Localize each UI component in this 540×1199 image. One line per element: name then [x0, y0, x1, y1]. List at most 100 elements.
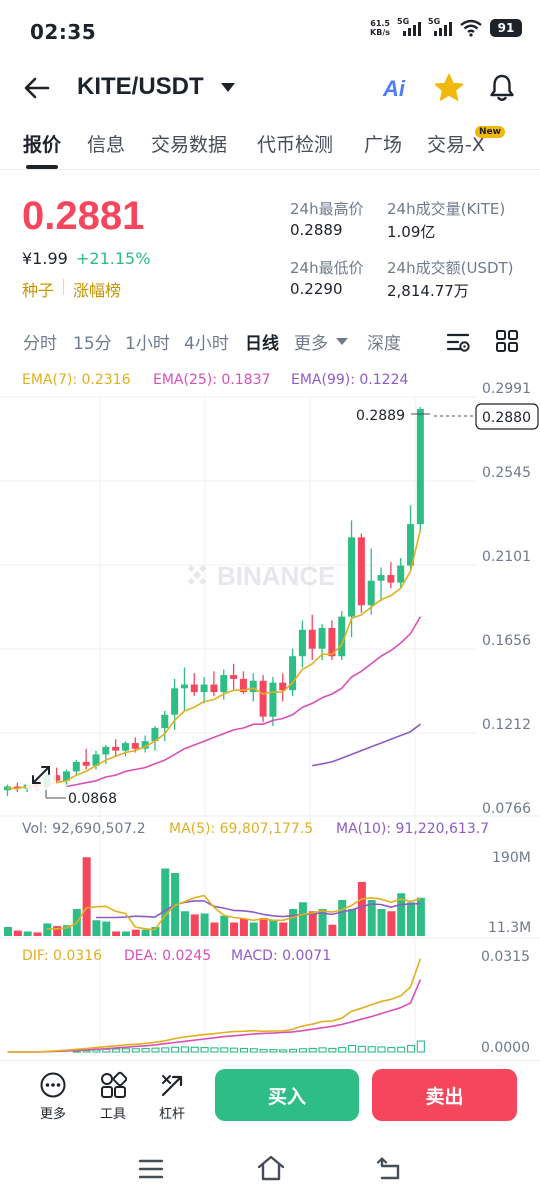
bell-icon[interactable] — [486, 72, 518, 104]
candle-body — [220, 675, 228, 693]
layout-grid-icon[interactable] — [495, 329, 519, 353]
sell-button[interactable]: 卖出 — [372, 1069, 517, 1121]
candle-body — [141, 741, 149, 749]
price-change-percent: +21.15% — [76, 249, 151, 268]
volume-bar — [210, 922, 219, 936]
interval-1h[interactable]: 1小时 — [125, 334, 170, 354]
new-badge: New — [475, 126, 505, 138]
candle-body — [298, 629, 306, 657]
more-dropdown-icon[interactable] — [336, 338, 348, 346]
volume-bar — [220, 915, 229, 936]
volume-bar — [328, 924, 337, 936]
macd-histogram-bar — [210, 1047, 219, 1053]
expand-icon — [32, 766, 50, 784]
interval-more[interactable]: 更多 — [294, 334, 328, 354]
interval-time-share[interactable]: 分时 — [23, 334, 57, 354]
candle-body — [308, 629, 316, 649]
candle-body — [367, 580, 375, 606]
recent-apps-icon[interactable] — [138, 1158, 164, 1180]
candle-body — [230, 675, 238, 679]
volume-bar — [112, 931, 121, 936]
tab-trading-data[interactable]: 交易数据 — [151, 134, 228, 156]
price-axis: 0.2991 0.2545 0.2101 0.1656 0.1212 0.076… — [482, 381, 531, 817]
ema99-label: EMA(99): 0.1224 — [291, 372, 408, 388]
macd-histogram-bar — [269, 1049, 278, 1053]
volume-ma10-line — [96, 900, 421, 919]
volume-bar — [289, 909, 298, 936]
interval-depth[interactable]: 深度 — [367, 334, 401, 354]
candle-body — [200, 684, 208, 693]
more-button[interactable]: 更多 — [28, 1071, 78, 1122]
favorite-star-icon[interactable] — [433, 72, 465, 104]
volume-bar — [161, 868, 170, 936]
candle-body — [407, 524, 415, 566]
ema25-line — [66, 616, 422, 788]
candle-body — [387, 575, 395, 583]
tab-info[interactable]: 信息 — [87, 134, 126, 156]
interval-1d[interactable]: 日线 — [245, 334, 279, 354]
home-icon[interactable] — [256, 1154, 286, 1182]
candle-body — [131, 743, 139, 749]
volume-bar — [416, 897, 425, 936]
dif-line — [7, 958, 422, 1053]
kline-chart[interactable]: BINANCE EMA(7): 0.2316 EMA(25): 0.1837 E… — [0, 362, 540, 1058]
interval-4h[interactable]: 4小时 — [184, 334, 229, 354]
tab-quote[interactable]: 报价 — [23, 134, 62, 156]
chart-grid — [0, 396, 476, 1052]
chart-settings-icon[interactable] — [446, 330, 472, 354]
buy-button[interactable]: 买入 — [215, 1069, 359, 1121]
volume-bar — [151, 927, 160, 936]
pair-title[interactable]: KITE/USDT — [77, 73, 204, 100]
macd-histogram-bar — [416, 1040, 425, 1053]
leverage-button[interactable]: 杠杆 — [147, 1071, 197, 1122]
tag-top-gainers[interactable]: 涨幅榜 — [73, 281, 122, 300]
tab-trade-x[interactable]: 交易-X — [427, 134, 485, 156]
macd-histogram-bar — [131, 1048, 140, 1053]
pair-dropdown-icon[interactable] — [220, 82, 236, 94]
system-navigation-bar — [0, 1140, 540, 1199]
candle-body — [279, 682, 287, 691]
volume-coin-label: 24h成交量(KITE) — [387, 200, 506, 218]
volume-ma5-line — [46, 894, 421, 931]
interval-15m[interactable]: 15分 — [73, 334, 112, 354]
macd-histogram-bar — [151, 1047, 160, 1053]
volume-ma5-label: MA(5): 69,807,177.5 — [169, 821, 313, 837]
volume-usdt-value: 2,814.77万 — [387, 282, 469, 300]
tools-button[interactable]: 工具 — [88, 1071, 138, 1122]
tag-seed[interactable]: 种子 — [22, 281, 55, 300]
tab-token-check[interactable]: 代币检测 — [257, 134, 334, 156]
candle-body — [377, 575, 385, 581]
ai-assistant-icon[interactable]: Ai — [383, 76, 405, 101]
candle-body — [357, 537, 365, 606]
candle-body — [112, 746, 120, 751]
price-axis-tick: 0.1656 — [482, 633, 531, 649]
candle-body — [171, 688, 179, 715]
macd-histogram-bar — [190, 1046, 199, 1053]
volume-bar — [239, 918, 248, 936]
tab-square[interactable]: 广场 — [364, 134, 403, 156]
macd-histogram-bar — [279, 1049, 288, 1053]
volume-bar — [298, 902, 307, 936]
macd-histogram-bar — [220, 1047, 229, 1053]
macd-histogram-bar — [180, 1046, 189, 1053]
fullscreen-button[interactable] — [26, 760, 56, 790]
volume-bar — [348, 909, 357, 936]
macd-histogram-bar — [161, 1047, 170, 1053]
volume-bar — [121, 931, 130, 936]
dif-label: DIF: 0.0316 — [22, 948, 102, 964]
volume-axis-top: 190M — [492, 850, 531, 866]
bottom-action-bar: 更多 工具 杠杆 买入 卖出 — [0, 1060, 540, 1136]
back-arrow-icon[interactable] — [22, 74, 52, 102]
price-axis-tick: 0.2101 — [482, 549, 531, 565]
macd-histogram-bar — [367, 1046, 376, 1053]
macd-histogram-bar — [289, 1048, 298, 1053]
candle-body — [92, 754, 100, 766]
last-price: 0.2881 — [22, 194, 145, 238]
macd-label: MACD: 0.0071 — [231, 948, 331, 964]
network-speed-value: 61.5 — [370, 19, 390, 28]
tools-label: 工具 — [99, 1107, 126, 1122]
macd-histogram-bar — [249, 1048, 258, 1053]
system-back-icon[interactable] — [376, 1155, 404, 1181]
interval-selector: 分时 15分 1小时 4小时 日线 更多 深度 — [0, 326, 540, 356]
candle-body — [121, 743, 129, 751]
